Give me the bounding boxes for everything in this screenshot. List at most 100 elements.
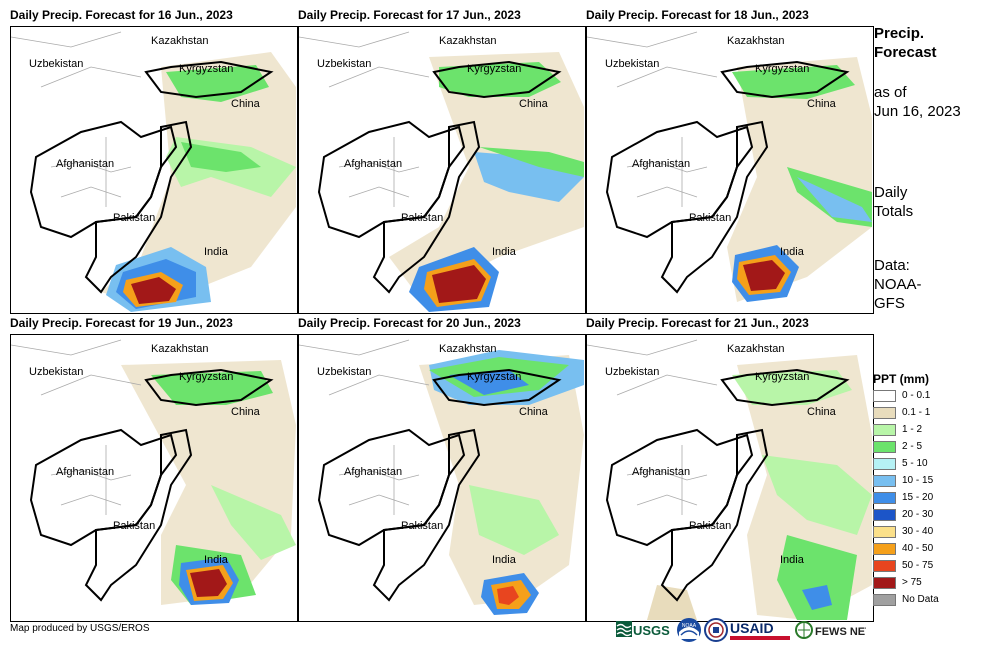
label-india: India: [492, 246, 517, 258]
label-china: China: [519, 98, 549, 110]
label-afghanistan: Afghanistan: [56, 466, 114, 478]
legend-swatch: [873, 492, 896, 504]
label-china: China: [231, 98, 261, 110]
map-svg: Kazakhstan Uzbekistan Kyrgyzstan China A…: [299, 339, 584, 615]
label-pakistan: Pakistan: [401, 520, 443, 532]
label-kyrgyzstan: Kyrgyzstan: [467, 63, 521, 75]
precip-area-green: [151, 371, 273, 405]
legend-swatch: [873, 594, 896, 606]
agency-logos: USGS NOAA USAID FEWS NET: [616, 617, 872, 643]
borders: [29, 60, 274, 294]
precip-area-green: [762, 455, 872, 535]
borders: [605, 60, 850, 294]
usgs-logo-text: USGS: [633, 623, 670, 638]
sidebar-daily-line2: Totals: [874, 203, 914, 220]
sidebar-data-source: Data: NOAA- GFS: [874, 256, 922, 313]
legend-item: 0.1 - 1: [873, 405, 981, 421]
noaa-logo: NOAA: [676, 617, 702, 643]
sidebar-title-line1: Precip.: [874, 25, 925, 42]
kyrgyzstan-border: [432, 368, 562, 407]
legend-item: 50 - 75: [873, 558, 981, 574]
sidebar-data-line2: NOAA-: [874, 276, 922, 293]
legend-swatch: [873, 458, 896, 470]
legend-item: 10 - 15: [873, 473, 981, 489]
label-pakistan: Pakistan: [113, 212, 155, 224]
sidebar-asof-line1: as of: [874, 84, 907, 101]
legend-swatch: [873, 407, 896, 419]
sidebar-daily-line1: Daily: [874, 184, 908, 201]
label-afghanistan: Afghanistan: [56, 158, 114, 170]
label-china: China: [807, 98, 837, 110]
precip-area-green: [777, 535, 857, 620]
info-sidebar: Precip. Forecast as of Jun 16, 2023 Dail…: [874, 0, 983, 330]
precip-field: [121, 360, 296, 605]
sidebar-data-line1: Data:: [874, 257, 910, 274]
label-uzbekistan: Uzbekistan: [29, 366, 83, 378]
precip-area-green: [439, 62, 561, 97]
legend-swatch: [873, 475, 896, 487]
precip-area-red: [131, 277, 176, 304]
forecast-panel-jun16: Daily Precip. Forecast for 16 Jun., 2023: [10, 6, 298, 314]
legend-swatch: [873, 509, 896, 521]
legend-swatch: [873, 526, 896, 538]
legend-label: 15 - 20: [902, 492, 934, 503]
legend-label: 1 - 2: [902, 424, 923, 435]
precip-map: Kazakhstan Uzbekistan Kyrgyzstan China A…: [10, 334, 298, 622]
legend-item: 40 - 50: [873, 541, 981, 557]
label-afghanistan: Afghanistan: [344, 466, 402, 478]
map-svg: Kazakhstan Uzbekistan Kyrgyzstan China A…: [587, 339, 872, 620]
fews-logo-text: FEWS NET: [815, 626, 866, 638]
sidebar-title-line2: Forecast: [874, 44, 937, 61]
kyrgyzstan-border: [720, 368, 850, 407]
legend-item: 5 - 10: [873, 456, 981, 472]
precip-map: Kazakhstan Uzbekistan Kyrgyzstan China A…: [586, 26, 874, 314]
panel-title: Daily Precip. Forecast for 21 Jun., 2023: [586, 316, 809, 330]
precip-area-blue: [474, 152, 584, 202]
precip-map: Kazakhstan Uzbekistan Kyrgyzstan China A…: [10, 26, 298, 314]
pakistan-border: [660, 428, 769, 602]
precip-area-blue: [449, 370, 529, 395]
label-china: China: [519, 406, 549, 418]
precip-area-green: [479, 147, 584, 177]
legend-label: No Data: [902, 594, 939, 605]
panel-title: Daily Precip. Forecast for 20 Jun., 2023: [298, 316, 521, 330]
label-pakistan: Pakistan: [401, 212, 443, 224]
label-pakistan: Pakistan: [113, 520, 155, 532]
legend-item: 0 - 0.1: [873, 388, 981, 404]
pakistan-border: [372, 428, 481, 602]
label-uzbekistan: Uzbekistan: [317, 366, 371, 378]
label-kazakhstan: Kazakhstan: [151, 343, 208, 355]
label-uzbekistan: Uzbekistan: [317, 58, 371, 70]
usaid-logo: USAID: [730, 617, 792, 643]
sidebar-asof-line2: Jun 16, 2023: [874, 103, 961, 120]
precip-area-red: [497, 586, 519, 605]
map-svg: Kazakhstan Uzbekistan Kyrgyzstan China A…: [11, 31, 296, 312]
forecast-panel-jun20: Daily Precip. Forecast for 20 Jun., 2023: [298, 314, 586, 622]
pakistan-border: [84, 428, 193, 602]
label-kyrgyzstan: Kyrgyzstan: [179, 63, 233, 75]
map-svg: Kazakhstan Uzbekistan Kyrgyzstan China A…: [299, 31, 584, 312]
legend-label: 0 - 0.1: [902, 390, 931, 401]
label-china: China: [807, 406, 837, 418]
forecast-panel-jun17: Daily Precip. Forecast for 17 Jun., 2023: [298, 6, 586, 314]
label-afghanistan: Afghanistan: [632, 158, 690, 170]
forecast-panel-jun19: Daily Precip. Forecast for 19 Jun., 2023: [10, 314, 298, 622]
precip-area-red: [190, 569, 227, 597]
legend-swatch: [873, 577, 896, 589]
admin-lines: [299, 31, 430, 207]
map-svg: Kazakhstan Uzbekistan Kyrgyzstan China A…: [587, 31, 872, 302]
label-india: India: [492, 554, 517, 566]
label-uzbekistan: Uzbekistan: [605, 366, 659, 378]
precip-map: Kazakhstan Uzbekistan Kyrgyzstan China A…: [586, 334, 874, 622]
label-kazakhstan: Kazakhstan: [439, 343, 496, 355]
legend-label: 5 - 10: [902, 458, 928, 469]
precip-area-green: [181, 142, 261, 172]
legend-item: 1 - 2: [873, 422, 981, 438]
kyrgyzstan-border: [432, 60, 562, 99]
label-kyrgyzstan: Kyrgyzstan: [179, 371, 233, 383]
forecast-panel-jun18: Daily Precip. Forecast for 18 Jun., 2023: [586, 6, 874, 314]
borders: [317, 368, 562, 602]
sidebar-title: Precip. Forecast: [874, 24, 937, 62]
legend-swatch: [873, 424, 896, 436]
legend-swatch: [873, 390, 896, 402]
